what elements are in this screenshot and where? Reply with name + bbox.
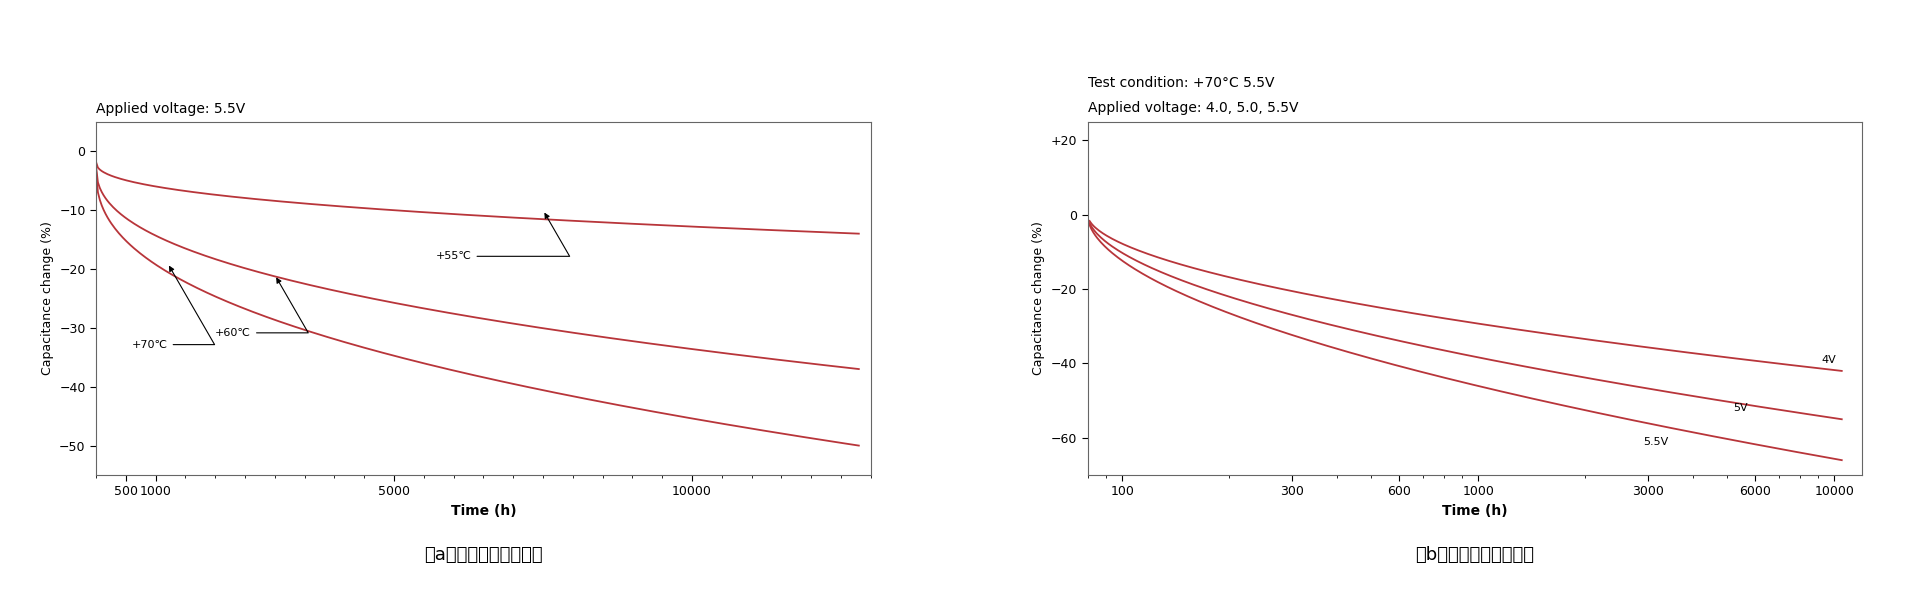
X-axis label: Time (h): Time (h) [1442,504,1507,518]
Text: 5V: 5V [1734,403,1747,413]
X-axis label: Time (h): Time (h) [451,504,516,518]
Text: +60℃: +60℃ [215,278,309,338]
Text: Applied voltage: 4.0, 5.0, 5.5V: Applied voltage: 4.0, 5.0, 5.5V [1087,100,1298,114]
Text: 4V: 4V [1822,355,1836,365]
Text: （b）　電圧～寿命特性: （b） 電圧～寿命特性 [1415,546,1534,564]
Y-axis label: Capacitance change (%): Capacitance change (%) [1033,222,1044,375]
Text: +70℃: +70℃ [132,267,215,350]
Y-axis label: Capacitance change (%): Capacitance change (%) [40,222,54,375]
Text: +55℃: +55℃ [436,214,570,261]
Text: Applied voltage: 5.5V: Applied voltage: 5.5V [96,102,246,116]
Text: 5.5V: 5.5V [1644,437,1668,446]
Text: （a）　寿命～容量特性: （a） 寿命～容量特性 [424,546,543,564]
Text: Test condition: +70°C 5.5V: Test condition: +70°C 5.5V [1087,76,1275,90]
